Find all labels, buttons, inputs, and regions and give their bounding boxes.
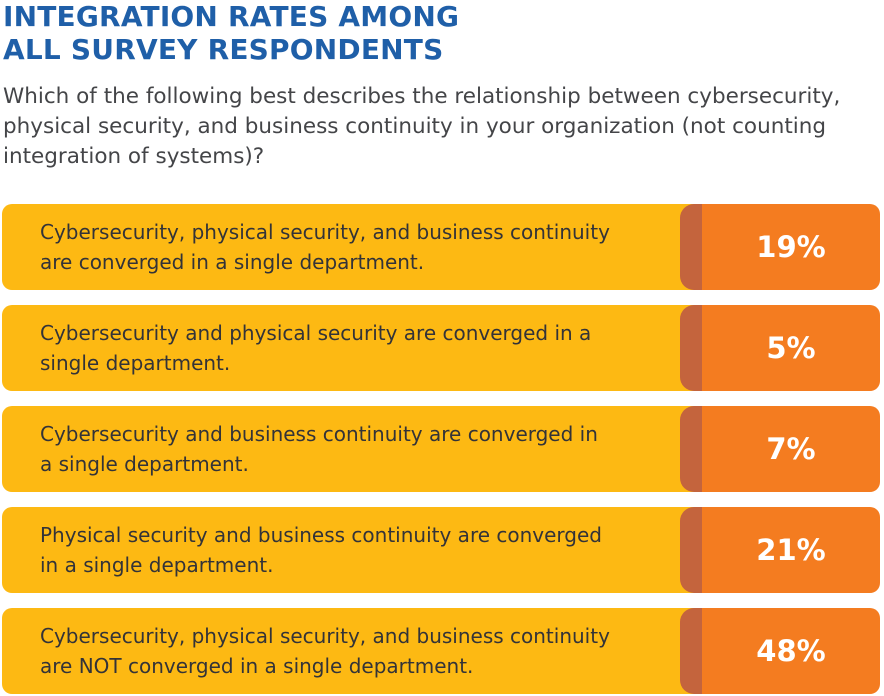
- response-label-bar: [2, 507, 702, 593]
- response-value-box: 48%: [702, 608, 880, 694]
- response-label: Cybersecurity, physical security, and bu…: [40, 217, 680, 277]
- response-label: Cybersecurity and business continuity ar…: [40, 419, 680, 479]
- response-label-bar: [2, 305, 702, 391]
- survey-question: Which of the following best describes th…: [3, 82, 883, 172]
- response-row-1: Cybersecurity, physical security, and bu…: [2, 204, 880, 290]
- response-row-4: Physical security and business continuit…: [2, 507, 880, 593]
- response-label-line-2: are NOT converged in a single department…: [40, 654, 474, 678]
- response-label-line-2: a single department.: [40, 452, 249, 476]
- chart-title-line-1: INTEGRATION RATES AMONG: [3, 0, 460, 33]
- response-label: Cybersecurity, physical security, and bu…: [40, 621, 680, 681]
- response-label-line-2: in a single department.: [40, 553, 274, 577]
- response-label-line-1: Cybersecurity, physical security, and bu…: [40, 624, 610, 648]
- response-value-box: 7%: [702, 406, 880, 492]
- response-label: Cybersecurity and physical security are …: [40, 318, 680, 378]
- response-label-line-1: Cybersecurity and physical security are …: [40, 321, 592, 345]
- response-label-bar: [2, 608, 702, 694]
- response-value: 48%: [756, 634, 826, 668]
- chart-title: INTEGRATION RATES AMONG ALL SURVEY RESPO…: [3, 0, 873, 66]
- chart-title-line-2: ALL SURVEY RESPONDENTS: [3, 33, 444, 66]
- response-value-box: 19%: [702, 204, 880, 290]
- response-value: 21%: [756, 533, 826, 567]
- response-label-line-1: Cybersecurity, physical security, and bu…: [40, 220, 610, 244]
- response-value-box: 5%: [702, 305, 880, 391]
- response-row-2: Cybersecurity and physical security are …: [2, 305, 880, 391]
- response-label-line-1: Physical security and business continuit…: [40, 523, 603, 547]
- response-value: 5%: [766, 331, 816, 365]
- survey-question-line-3: integration of systems)?: [3, 144, 265, 169]
- response-rows: Cybersecurity, physical security, and bu…: [2, 204, 880, 694]
- response-row-3: Cybersecurity and business continuity ar…: [2, 406, 880, 492]
- response-value: 7%: [766, 432, 816, 466]
- response-row-5: Cybersecurity, physical security, and bu…: [2, 608, 880, 694]
- response-label-line-2: single department.: [40, 351, 231, 375]
- response-label-line-1: Cybersecurity and business continuity ar…: [40, 422, 598, 446]
- survey-question-line-1: Which of the following best describes th…: [3, 84, 841, 109]
- response-value: 19%: [756, 230, 826, 264]
- survey-question-line-2: physical security, and business continui…: [3, 114, 826, 139]
- response-value-box: 21%: [702, 507, 880, 593]
- response-label-line-2: are converged in a single department.: [40, 250, 425, 274]
- response-label: Physical security and business continuit…: [40, 520, 680, 580]
- response-label-bar: [2, 204, 702, 290]
- response-label-bar: [2, 406, 702, 492]
